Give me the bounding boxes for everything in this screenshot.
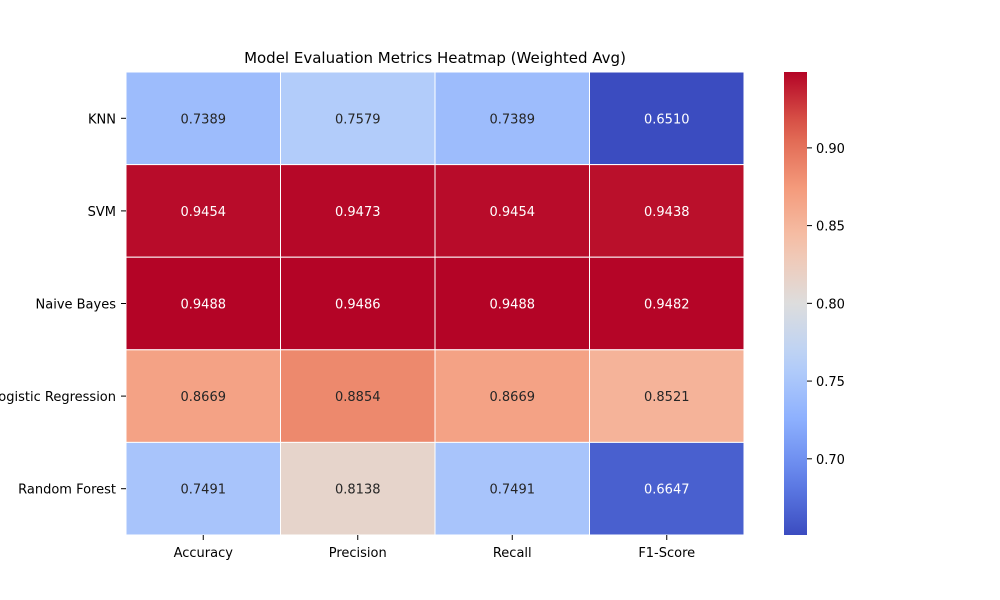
column-label: Precision [329,546,387,561]
cell-value-label: 0.7389 [181,112,227,127]
colorbar-gradient [784,72,807,535]
cell-value-label: 0.7491 [181,483,227,498]
heatmap-cell [589,71,745,166]
colorbar-tick-label: 0.90 [816,142,845,157]
column-label: Recall [493,546,532,561]
cell-value-label: 0.8138 [335,483,381,498]
row-tick-labels: KNN SVM Naive Bayes Logistic Regression Rand… [0,112,126,498]
column-label: F1-Score [638,546,695,561]
heatmap-cell [125,349,281,443]
heatmap-cell [280,349,436,443]
cell-value-label: 0.9488 [181,298,227,313]
colorbar-tick-label: 0.85 [816,220,845,235]
column-label: Accuracy [174,546,234,561]
colorbar: 0.70 0.75 0.80 0.85 0.90 [784,72,845,535]
cell-value-label: 0.9454 [490,205,536,220]
heatmap-cell [125,441,281,536]
heatmap-cell [125,164,281,258]
cell-value-label: 0.9486 [335,298,381,313]
column-tick-labels: Accuracy Precision Recall F1-Score [174,535,695,561]
heatmap-cell [434,441,590,536]
cell-value-label: 0.8521 [644,390,690,405]
heatmap-cells: 0.7389 0.7579 0.7389 0.6510 0.9454 0.9473 0.94… [125,71,745,536]
row-label: SVM [88,205,116,220]
cell-value-label: 0.9482 [644,298,690,313]
heatmap-cell [280,71,436,166]
colorbar-tick-label: 0.80 [816,297,845,312]
cell-value-label: 0.7579 [335,112,381,127]
cell-value-label: 0.8669 [490,390,536,405]
heatmap-cell [434,349,590,443]
cell-value-label: 0.6510 [644,112,690,127]
row-label: Logistic Regression [0,390,116,405]
row-label: KNN [88,112,116,127]
heatmap-cell [280,441,436,536]
cell-value-label: 0.9438 [644,205,690,220]
colorbar-tick-label: 0.70 [816,453,845,468]
cell-value-label: 0.9454 [181,205,227,220]
heatmap-cell [280,164,436,258]
cell-value-label: 0.9473 [335,205,381,220]
cell-value-label: 0.7389 [490,112,536,127]
row-label: Random Forest [18,483,116,498]
heatmap-cell [434,71,590,166]
row-label: Naive Bayes [36,298,117,313]
cell-value-label: 0.9488 [490,298,536,313]
colorbar-tick-label: 0.75 [816,375,845,390]
cell-value-label: 0.8669 [181,390,227,405]
heatmap-cell [589,349,745,443]
heatmap-cell [125,71,281,166]
heatmap-cell [589,256,745,351]
heatmap-cell [589,441,745,536]
heatmap-cell [280,256,436,351]
heatmap-cell [589,164,745,258]
chart-title: Model Evaluation Metrics Heatmap (Weight… [244,49,626,67]
cell-value-label: 0.6647 [644,483,690,498]
cell-value-label: 0.7491 [490,483,536,498]
cell-value-label: 0.8854 [335,390,381,405]
